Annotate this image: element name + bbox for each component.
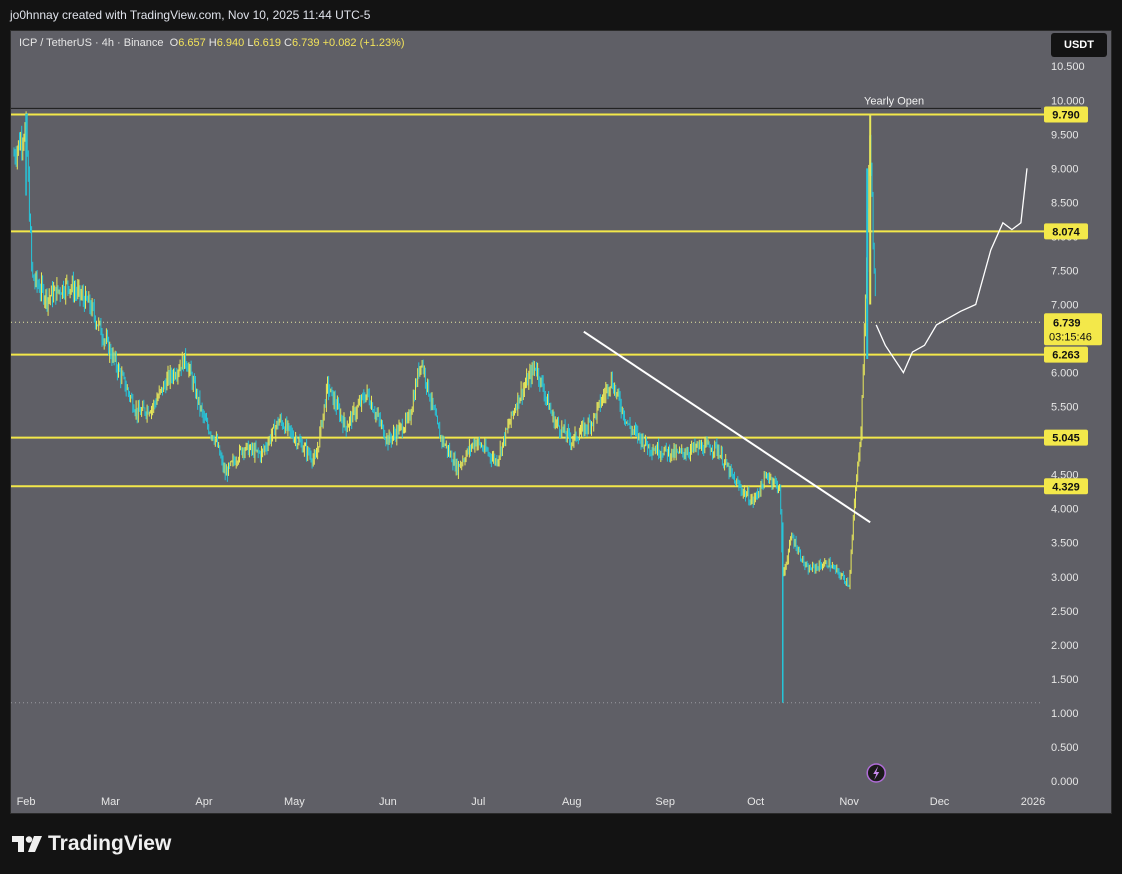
low-value: 6.619	[253, 37, 281, 49]
x-tick-label: Nov	[839, 796, 859, 808]
x-tick-label: Jul	[471, 796, 485, 808]
downtrend-line	[583, 330, 871, 524]
last-price-tag	[1044, 313, 1102, 346]
last-price-label: 6.739	[1053, 317, 1081, 329]
close-value: 6.739	[292, 37, 320, 49]
x-tick-label: Mar	[101, 796, 120, 808]
x-tick-label: May	[284, 796, 305, 808]
level-price-tag	[1044, 478, 1088, 495]
y-tick-label: 1.000	[1051, 708, 1079, 720]
level-price-tag	[1044, 106, 1088, 123]
y-tick-label: 9.500	[1051, 129, 1079, 141]
tradingview-logo-icon	[12, 836, 42, 852]
y-tick-label: 6.000	[1051, 368, 1079, 380]
y-tick-label: 7.000	[1051, 299, 1079, 311]
y-tick-label: 4.000	[1051, 504, 1079, 516]
x-tick-label: 2026	[1021, 796, 1045, 808]
x-tick-label: Jun	[379, 796, 397, 808]
y-tick-label: 2.000	[1051, 640, 1079, 652]
projection-path	[875, 168, 1028, 374]
y-tick-label: 10.000	[1051, 95, 1085, 107]
y-tick-label: 1.500	[1051, 674, 1079, 686]
y-tick-label: 7.500	[1051, 265, 1079, 277]
x-tick-label: Dec	[930, 796, 950, 808]
attribution-text: jo0hnnay created with TradingView.com, N…	[10, 8, 371, 22]
y-tick-label: 10.500	[1051, 61, 1085, 73]
open-value: 6.657	[178, 37, 206, 49]
close-label: C	[284, 37, 292, 49]
x-tick-label: Aug	[562, 796, 582, 808]
countdown-label: 03:15:46	[1049, 331, 1092, 343]
footer-brand: TradingView	[48, 832, 172, 855]
x-tick-label: Oct	[747, 796, 764, 808]
level-price-label: 9.790	[1052, 110, 1080, 122]
price-axis	[1041, 31, 1111, 813]
high-label: H	[208, 37, 217, 49]
top-bar: jo0hnnay created with TradingView.com, N…	[0, 0, 1122, 30]
yearly-open-label: Yearly Open	[864, 95, 924, 107]
level-price-label: 4.329	[1052, 481, 1080, 493]
x-tick-label: Apr	[195, 796, 212, 808]
chart-frame[interactable]: Feb Mar Apr May Jun Jul Aug Sep Oct Nov Dec 2026 0.0…	[10, 30, 1112, 814]
low-label: L	[247, 37, 254, 49]
y-tick-label: 9.000	[1051, 163, 1079, 175]
price-chart[interactable]: Feb Mar Apr May Jun Jul Aug Sep Oct Nov Dec 2026 0.0…	[11, 31, 1111, 813]
lightning-event-icon	[866, 763, 886, 783]
y-tick-label: 5.500	[1051, 402, 1079, 414]
x-tick-label: Sep	[655, 796, 675, 808]
y-tick-label: 3.500	[1051, 538, 1079, 550]
level-price-tag	[1044, 346, 1088, 363]
y-tick-label: 3.000	[1051, 572, 1079, 584]
level-price-tag	[1044, 223, 1088, 240]
level-price-label: 6.263	[1052, 350, 1080, 362]
footer: TradingView	[0, 814, 1122, 874]
level-price-tag	[1044, 429, 1088, 446]
y-tick-label: 0.000	[1051, 776, 1079, 788]
y-tick-label: 0.500	[1051, 742, 1079, 754]
y-tick-label: 8.500	[1051, 197, 1079, 209]
currency-unit-button[interactable]: USDT	[1051, 33, 1107, 57]
change-value: +0.082 (+1.23%)	[322, 37, 405, 49]
symbol-name: ICP / TetherUS · 4h · Binance	[19, 37, 164, 49]
high-value: 6.940	[216, 37, 245, 49]
y-tick-label: 2.500	[1051, 606, 1079, 618]
level-price-label: 8.074	[1052, 226, 1080, 238]
level-price-label: 5.045	[1052, 433, 1080, 445]
x-tick-label: Feb	[17, 796, 36, 808]
symbol-legend: ICP / TetherUS · 4h · Binance O6.657 H6.…	[19, 37, 405, 49]
open-label: O	[169, 37, 179, 49]
candles-group	[13, 111, 876, 590]
